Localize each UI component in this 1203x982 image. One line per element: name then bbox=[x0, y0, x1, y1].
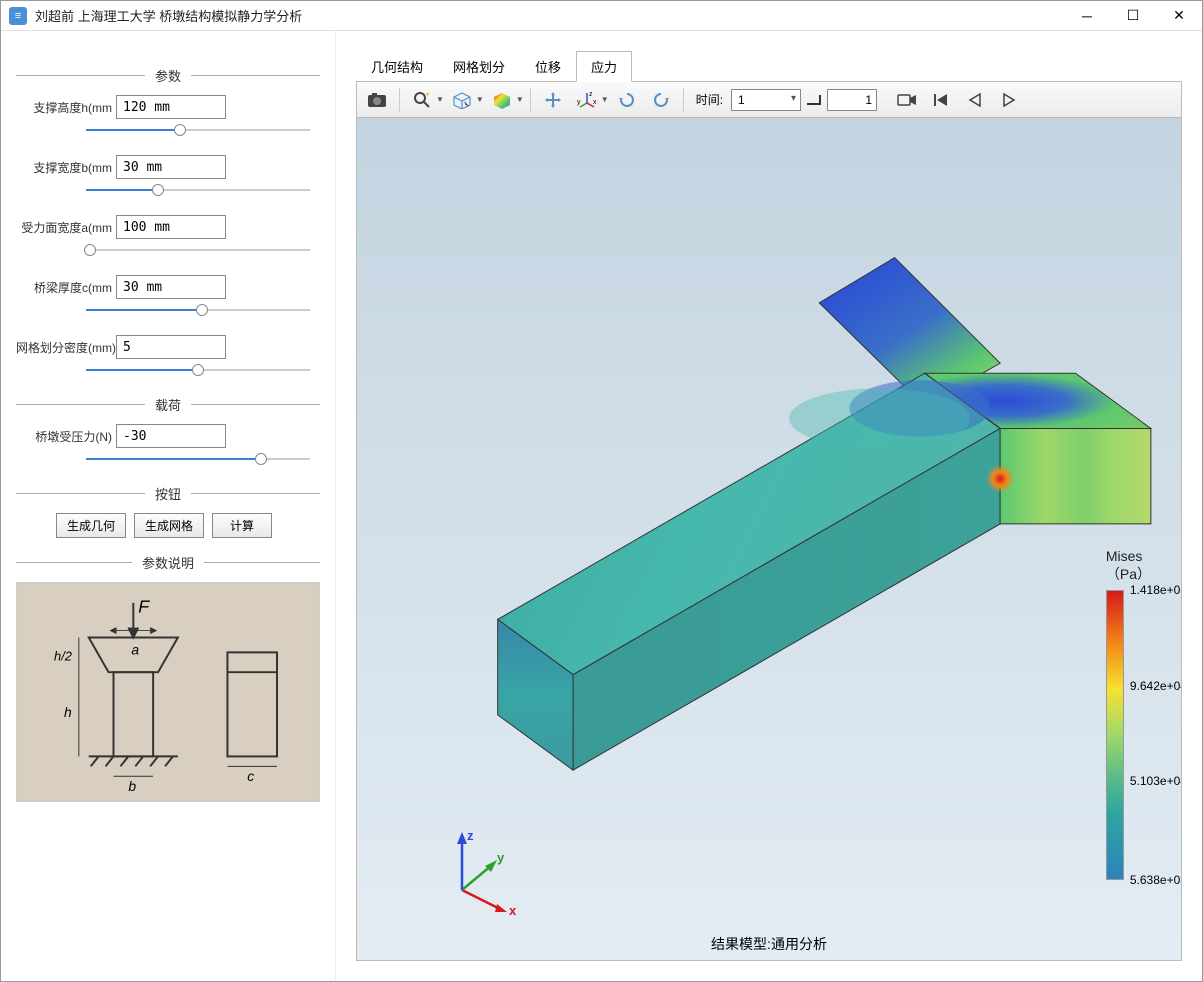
colorbar: Mises（Pa） 1.418e+05 9.642e+04 5.103e+04 … bbox=[1106, 548, 1151, 880]
svg-text:y: y bbox=[577, 99, 581, 106]
colorbar-tick: 5.103e+04 bbox=[1130, 774, 1182, 788]
section-header-load: 载荷 bbox=[16, 395, 320, 414]
svg-text:z: z bbox=[589, 91, 593, 98]
rotate-cw-icon[interactable] bbox=[611, 86, 643, 114]
app-icon: ≡ bbox=[9, 7, 27, 25]
viewport-toolbar: ▼ ▼ ▼ y xz ▼ bbox=[356, 82, 1182, 118]
tab-stress[interactable]: 应力 bbox=[576, 51, 632, 82]
param-input-mesh[interactable] bbox=[116, 335, 226, 359]
step-back-icon[interactable] bbox=[959, 86, 991, 114]
load-label: 桥墩受压力(N) bbox=[16, 428, 116, 445]
axis-z-label: z bbox=[467, 828, 474, 843]
section-header-params: 参数 bbox=[16, 66, 320, 85]
dropdown-arrow-icon[interactable]: ▼ bbox=[601, 95, 609, 104]
pan-icon[interactable] bbox=[537, 86, 569, 114]
button-row: 生成几何 生成网格 计算 bbox=[16, 513, 320, 538]
param-slider-b[interactable] bbox=[86, 183, 310, 197]
colormap-icon[interactable] bbox=[486, 86, 518, 114]
diagram-label-F: F bbox=[138, 597, 150, 617]
content-area: 参数 支撑高度h(mm 支撑宽度b(mm bbox=[1, 31, 1202, 981]
compute-button[interactable]: 计算 bbox=[212, 513, 272, 538]
section-header-buttons: 按钮 bbox=[16, 484, 320, 503]
axis-y-label: y bbox=[497, 850, 505, 865]
window-controls: ─ ☐ ✕ bbox=[1064, 1, 1202, 31]
time-combo[interactable]: 1 bbox=[731, 89, 801, 111]
section-title-desc: 参数说明 bbox=[132, 553, 204, 572]
diagram-label-b: b bbox=[128, 778, 136, 794]
app-window: ≡ 刘超前 上海理工大学 桥墩结构模拟静力学分析 ─ ☐ ✕ 参数 支撑高度h(… bbox=[0, 0, 1203, 982]
axis-xyz-icon[interactable]: y xz bbox=[571, 86, 603, 114]
param-input-a[interactable] bbox=[116, 215, 226, 239]
time-label: 时间: bbox=[690, 91, 729, 108]
param-label: 网格划分密度(mm) bbox=[16, 339, 116, 356]
axis-triad: x y z bbox=[427, 820, 527, 920]
tab-displacement[interactable]: 位移 bbox=[520, 51, 576, 82]
zoom-icon[interactable] bbox=[406, 86, 438, 114]
tab-geometry[interactable]: 几何结构 bbox=[356, 51, 438, 82]
diagram-label-h: h bbox=[64, 704, 72, 720]
param-slider-c[interactable] bbox=[86, 303, 310, 317]
param-row-c: 桥梁厚度c(mm bbox=[16, 275, 320, 299]
section-title-load: 载荷 bbox=[145, 395, 191, 414]
tab-mesh[interactable]: 网格划分 bbox=[438, 51, 520, 82]
diagram-label-a: a bbox=[131, 641, 139, 657]
param-group: 支撑高度h(mm 支撑宽度b(mm 受力面宽度a(mm bbox=[16, 95, 320, 377]
colorbar-tick: 5.638e+03 bbox=[1130, 873, 1182, 887]
diagram-label-hmid: h/2 bbox=[54, 648, 72, 663]
param-input-c[interactable] bbox=[116, 275, 226, 299]
close-button[interactable]: ✕ bbox=[1156, 1, 1202, 31]
section-header-desc: 参数说明 bbox=[16, 553, 320, 572]
minimize-button[interactable]: ─ bbox=[1064, 1, 1110, 31]
load-input[interactable] bbox=[116, 424, 226, 448]
viewport-3d[interactable]: x y z Mises（Pa） bbox=[356, 118, 1182, 961]
tabs: 几何结构 网格划分 位移 应力 bbox=[356, 51, 1182, 82]
sidebar: 参数 支撑高度h(mm 支撑宽度b(mm bbox=[1, 31, 336, 981]
section-title-params: 参数 bbox=[145, 66, 191, 85]
param-label: 支撑宽度b(mm bbox=[16, 159, 116, 176]
colorbar-title: Mises（Pa） bbox=[1106, 548, 1151, 584]
param-row-a: 受力面宽度a(mm bbox=[16, 215, 320, 239]
diagram-label-c: c bbox=[247, 768, 254, 784]
maximize-button[interactable]: ☐ bbox=[1110, 1, 1156, 31]
param-label: 桥梁厚度c(mm bbox=[16, 279, 116, 296]
select-box-icon[interactable] bbox=[446, 86, 478, 114]
load-slider[interactable] bbox=[86, 452, 310, 466]
generate-geometry-button[interactable]: 生成几何 bbox=[56, 513, 126, 538]
param-row-h: 支撑高度h(mm bbox=[16, 95, 320, 119]
param-slider-h[interactable] bbox=[86, 123, 310, 137]
param-row-mesh: 网格划分密度(mm) bbox=[16, 335, 320, 359]
dropdown-arrow-icon[interactable]: ▼ bbox=[476, 95, 484, 104]
play-icon[interactable] bbox=[993, 86, 1025, 114]
svg-text:x: x bbox=[593, 99, 597, 106]
main-area: 几何结构 网格划分 位移 应力 ▼ ▼ bbox=[336, 31, 1202, 981]
param-input-b[interactable] bbox=[116, 155, 226, 179]
param-label: 支撑高度h(mm bbox=[16, 99, 116, 116]
param-label: 受力面宽度a(mm bbox=[16, 219, 116, 236]
dropdown-arrow-icon[interactable]: ▼ bbox=[516, 95, 524, 104]
section-title-buttons: 按钮 bbox=[145, 484, 191, 503]
rotate-ccw-icon[interactable] bbox=[645, 86, 677, 114]
colorbar-tick: 9.642e+04 bbox=[1130, 679, 1182, 693]
parameter-diagram: F a h/2 h b bbox=[16, 582, 320, 802]
title-bar: ≡ 刘超前 上海理工大学 桥墩结构模拟静力学分析 ─ ☐ ✕ bbox=[1, 1, 1202, 31]
camera-icon[interactable] bbox=[361, 86, 393, 114]
colorbar-tick: 1.418e+05 bbox=[1130, 583, 1182, 597]
param-row-b: 支撑宽度b(mm bbox=[16, 155, 320, 179]
load-row: 桥墩受压力(N) bbox=[16, 424, 320, 448]
param-slider-a[interactable] bbox=[86, 243, 310, 257]
end-marker-icon[interactable] bbox=[803, 86, 825, 114]
record-icon[interactable] bbox=[891, 86, 923, 114]
generate-mesh-button[interactable]: 生成网格 bbox=[134, 513, 204, 538]
window-title: 刘超前 上海理工大学 桥墩结构模拟静力学分析 bbox=[35, 6, 1064, 25]
dropdown-arrow-icon[interactable]: ▼ bbox=[436, 95, 444, 104]
param-slider-mesh[interactable] bbox=[86, 363, 310, 377]
param-input-h[interactable] bbox=[116, 95, 226, 119]
result-model-label: 结果模型:通用分析 bbox=[711, 934, 827, 954]
frame-total-input[interactable]: 1 bbox=[827, 89, 877, 111]
colorbar-strip bbox=[1106, 590, 1124, 880]
skip-first-icon[interactable] bbox=[925, 86, 957, 114]
axis-x-label: x bbox=[509, 903, 517, 918]
